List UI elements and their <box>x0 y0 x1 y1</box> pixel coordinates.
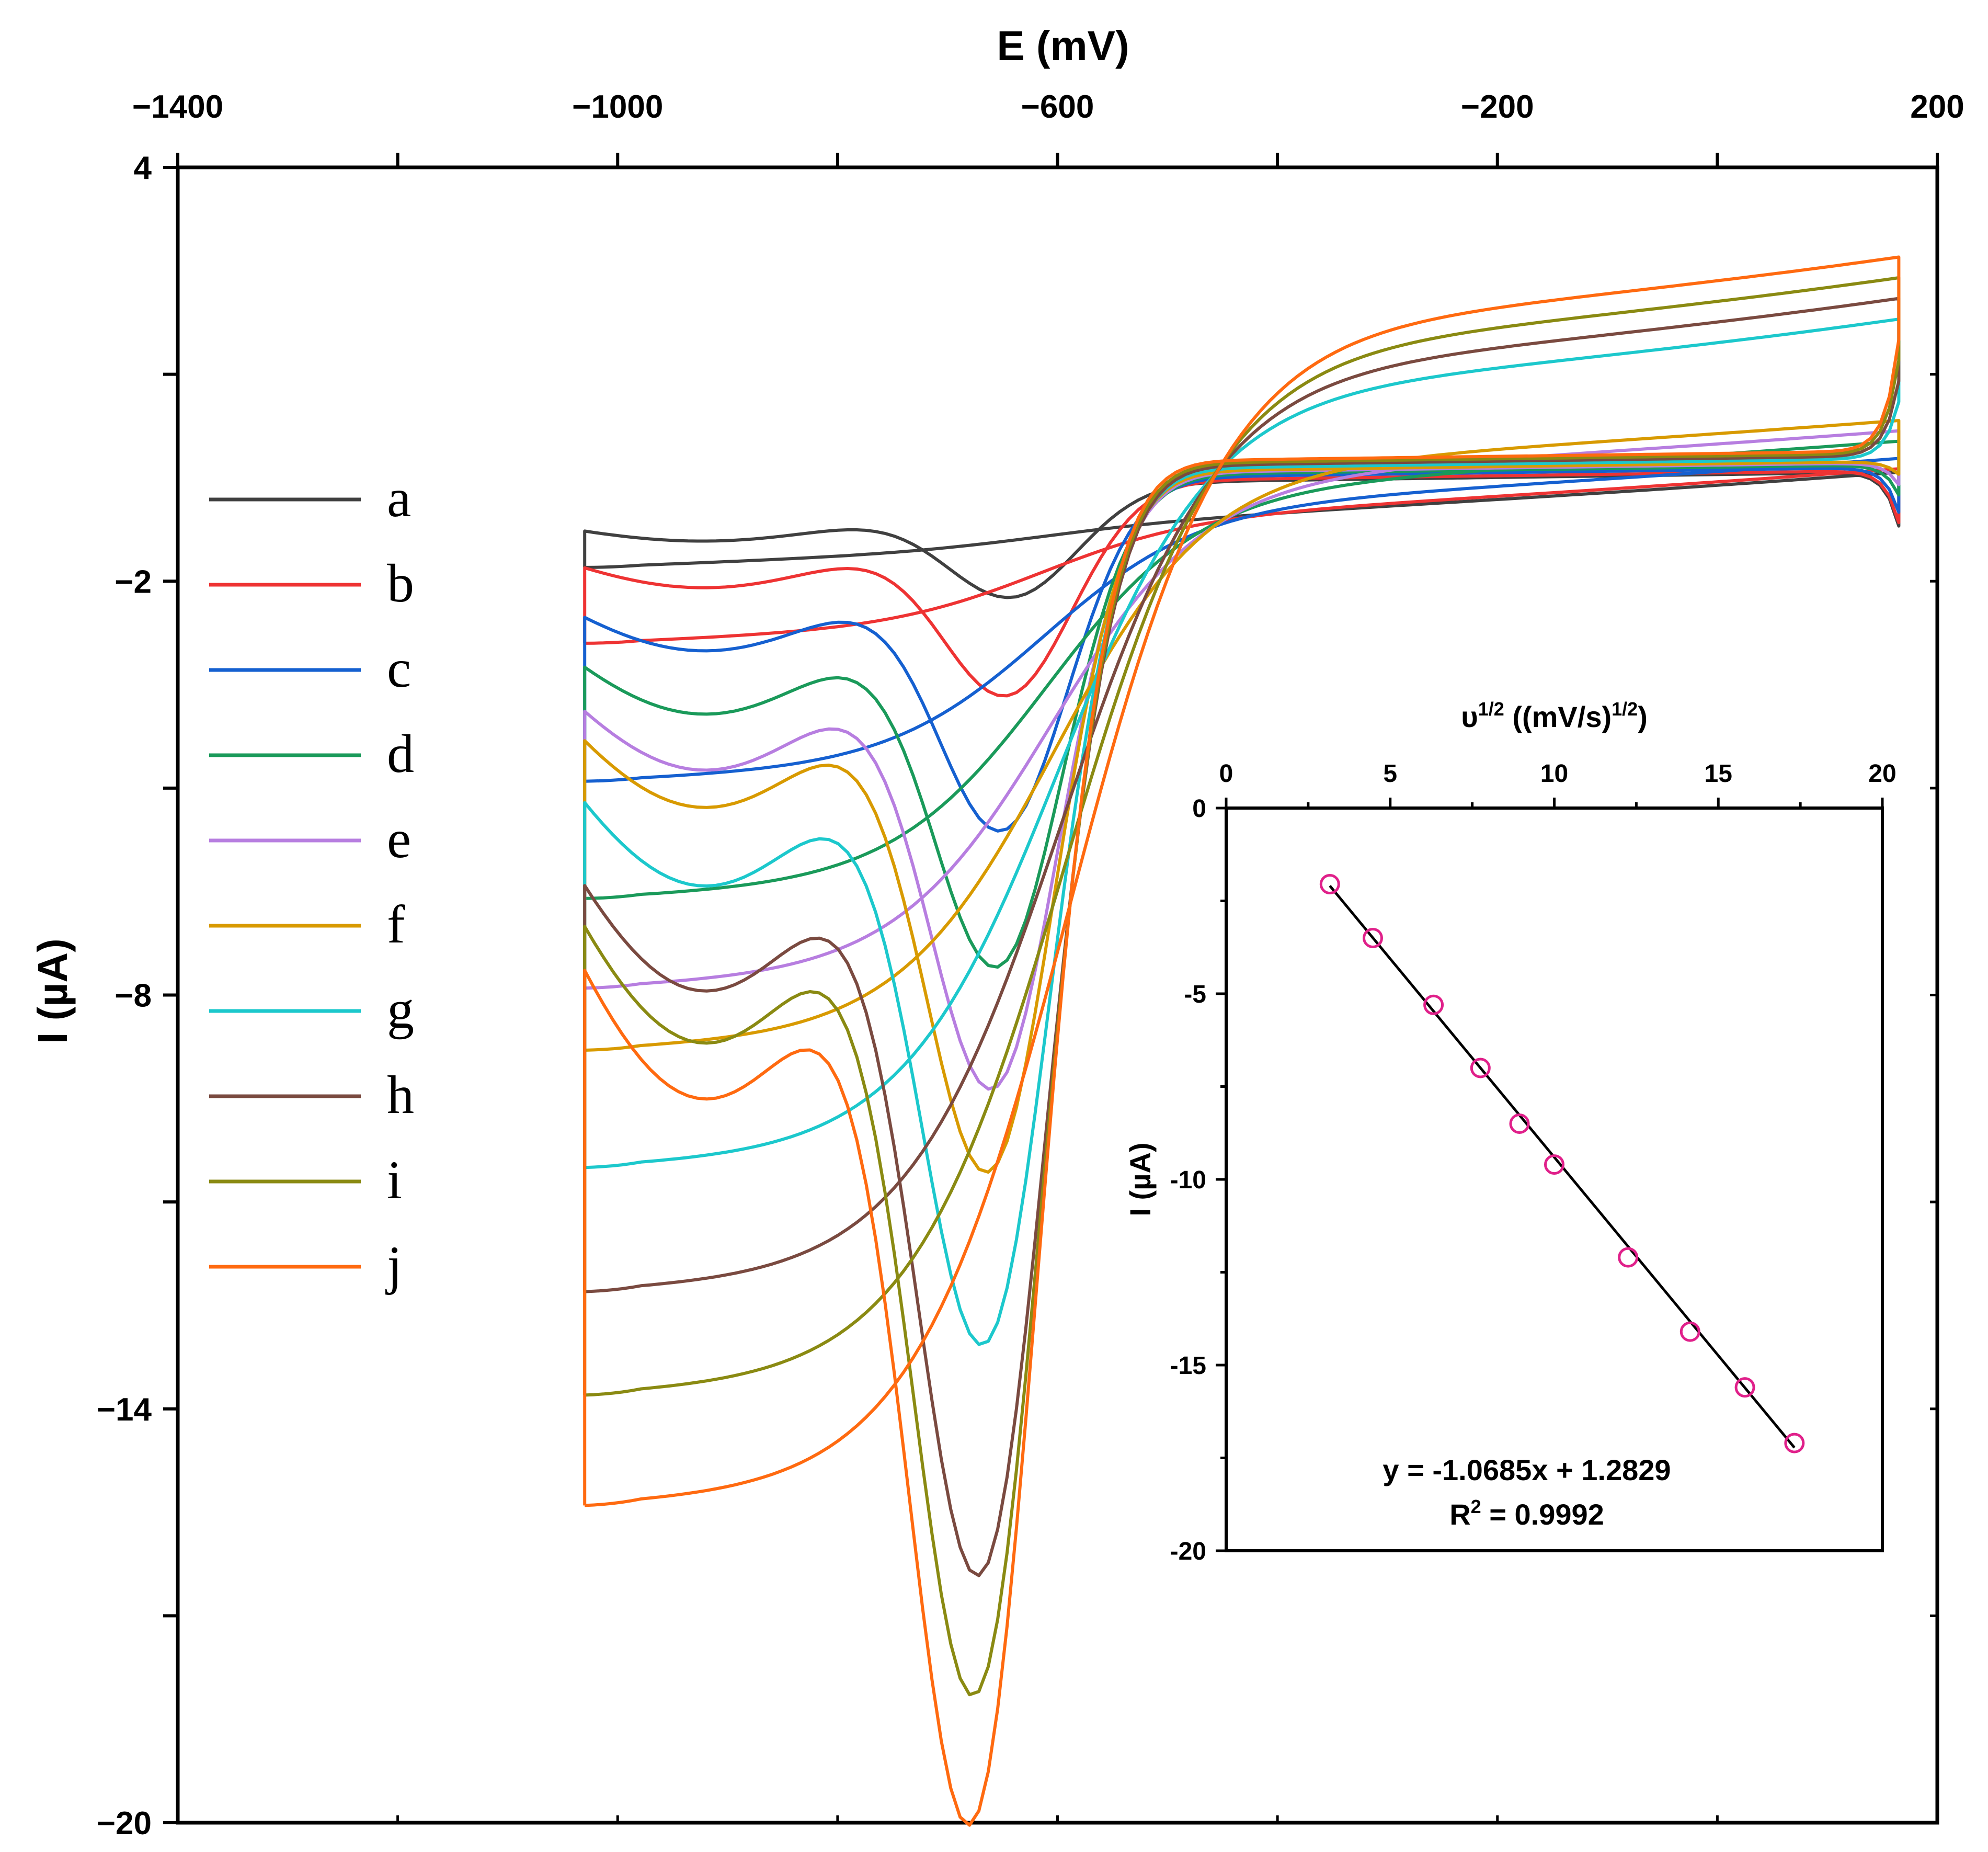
x-tick-label: −600 <box>1021 89 1094 125</box>
x-tick-label: −200 <box>1461 89 1534 125</box>
inset-x-title-part: 1/2 <box>1612 698 1638 720</box>
r2-prefix: R <box>1449 1498 1470 1531</box>
legend-label-j: j <box>385 1235 402 1296</box>
x-axis-title: E (mV) <box>997 22 1129 69</box>
legend-label-b: b <box>387 553 414 613</box>
y-tick-label: 4 <box>134 150 152 186</box>
inset-data-point <box>1618 1247 1639 1268</box>
inset-frame <box>1225 806 1884 1552</box>
y-tick-label: −2 <box>115 564 152 600</box>
inset-data-point <box>1679 1321 1700 1342</box>
y-tick-label: −20 <box>97 1805 152 1842</box>
inset-x-title-part: ) <box>1638 700 1648 733</box>
cv-curve-j <box>583 255 1901 1827</box>
inset-data-point <box>1784 1433 1805 1453</box>
x-tick-label: 200 <box>1910 89 1964 125</box>
inset-data-point <box>1470 1058 1491 1078</box>
legend-label-c: c <box>387 639 411 699</box>
inset-y-axis-title: I (µA) <box>1124 1142 1157 1216</box>
inset-x-tick-label: 10 <box>1540 760 1568 788</box>
x-tick-label: −1000 <box>572 89 663 125</box>
inset-data-point <box>1362 928 1383 948</box>
inset-data-point <box>1423 994 1444 1015</box>
cv-curves <box>583 255 1901 1827</box>
inset-data-point <box>1734 1377 1755 1398</box>
legend-label-d: d <box>387 724 414 784</box>
inset-x-tick-label: 5 <box>1383 760 1397 788</box>
y-tick-label: −8 <box>115 978 152 1014</box>
inset-x-tick-label: 20 <box>1868 760 1896 788</box>
inset-x-title-part: 1/2 <box>1478 698 1504 720</box>
inset-y-tick-label: -20 <box>1170 1538 1206 1565</box>
inset-x-tick-label: 15 <box>1705 760 1732 788</box>
inset-y-tick-label: -10 <box>1170 1166 1206 1194</box>
x-tick-label: −1400 <box>132 89 223 125</box>
cv-curve-b <box>583 467 1901 698</box>
inset-x-title-part: ((mV/s) <box>1504 700 1612 733</box>
inset-x-title-part: υ <box>1461 700 1478 733</box>
legend-label-f: f <box>387 894 405 955</box>
inset-data-point <box>1544 1154 1564 1175</box>
inset-y-tick-label: -15 <box>1170 1352 1206 1380</box>
y-tick-label: −14 <box>97 1392 152 1428</box>
fit-equation: y = -1.0685x + 1.2829 <box>1383 1453 1671 1486</box>
inset-data-point <box>1509 1114 1530 1134</box>
legend-label-g: g <box>387 980 414 1040</box>
legend-label-a: a <box>387 468 411 528</box>
y-axis-title: I (µA) <box>29 938 76 1044</box>
r2-value: = 0.9992 <box>1481 1498 1604 1531</box>
legend-label-h: h <box>387 1065 414 1125</box>
inset-y-tick-label: -5 <box>1184 981 1206 1008</box>
inset-y-tick-label: 0 <box>1192 795 1206 823</box>
inset-x-tick-label: 0 <box>1219 760 1233 788</box>
fit-r-squared: R2 = 0.9992 <box>1449 1496 1604 1531</box>
inset-data-point <box>1319 874 1340 895</box>
legend-label-e: e <box>387 809 411 869</box>
r2-sup: 2 <box>1471 1496 1481 1517</box>
inset-x-axis-title: υ1/2 ((mV/s)1/2) <box>1461 698 1648 733</box>
legend-label-i: i <box>387 1150 402 1210</box>
